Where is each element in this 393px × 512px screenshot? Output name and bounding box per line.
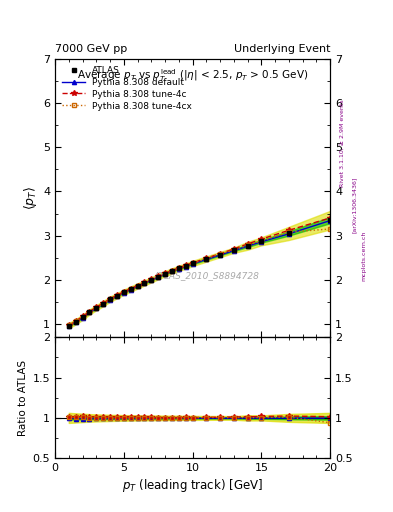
Text: 7000 GeV pp: 7000 GeV pp xyxy=(55,44,127,54)
Y-axis label: Ratio to ATLAS: Ratio to ATLAS xyxy=(18,359,28,436)
Text: mcplots.cern.ch: mcplots.cern.ch xyxy=(362,231,367,281)
X-axis label: $p_{T}$ (leading track) [GeV]: $p_{T}$ (leading track) [GeV] xyxy=(122,477,263,494)
Text: Rivet 3.1.10, ≥ 2.9M events: Rivet 3.1.10, ≥ 2.9M events xyxy=(340,99,345,187)
Text: Average $p_{T}$ vs $p_{T}^{\rm lead}$ ($|\eta|$ < 2.5, $p_{T}$ > 0.5 GeV): Average $p_{T}$ vs $p_{T}^{\rm lead}$ ($… xyxy=(77,67,308,84)
Legend: ATLAS, Pythia 8.308 default, Pythia 8.308 tune-4c, Pythia 8.308 tune-4cx: ATLAS, Pythia 8.308 default, Pythia 8.30… xyxy=(59,63,195,114)
Text: [arXiv:1306.3436]: [arXiv:1306.3436] xyxy=(352,177,357,233)
Text: Underlying Event: Underlying Event xyxy=(233,44,330,54)
Y-axis label: $\langle p_{T} \rangle$: $\langle p_{T} \rangle$ xyxy=(22,186,39,210)
Text: ATLAS_2010_S8894728: ATLAS_2010_S8894728 xyxy=(153,271,259,281)
